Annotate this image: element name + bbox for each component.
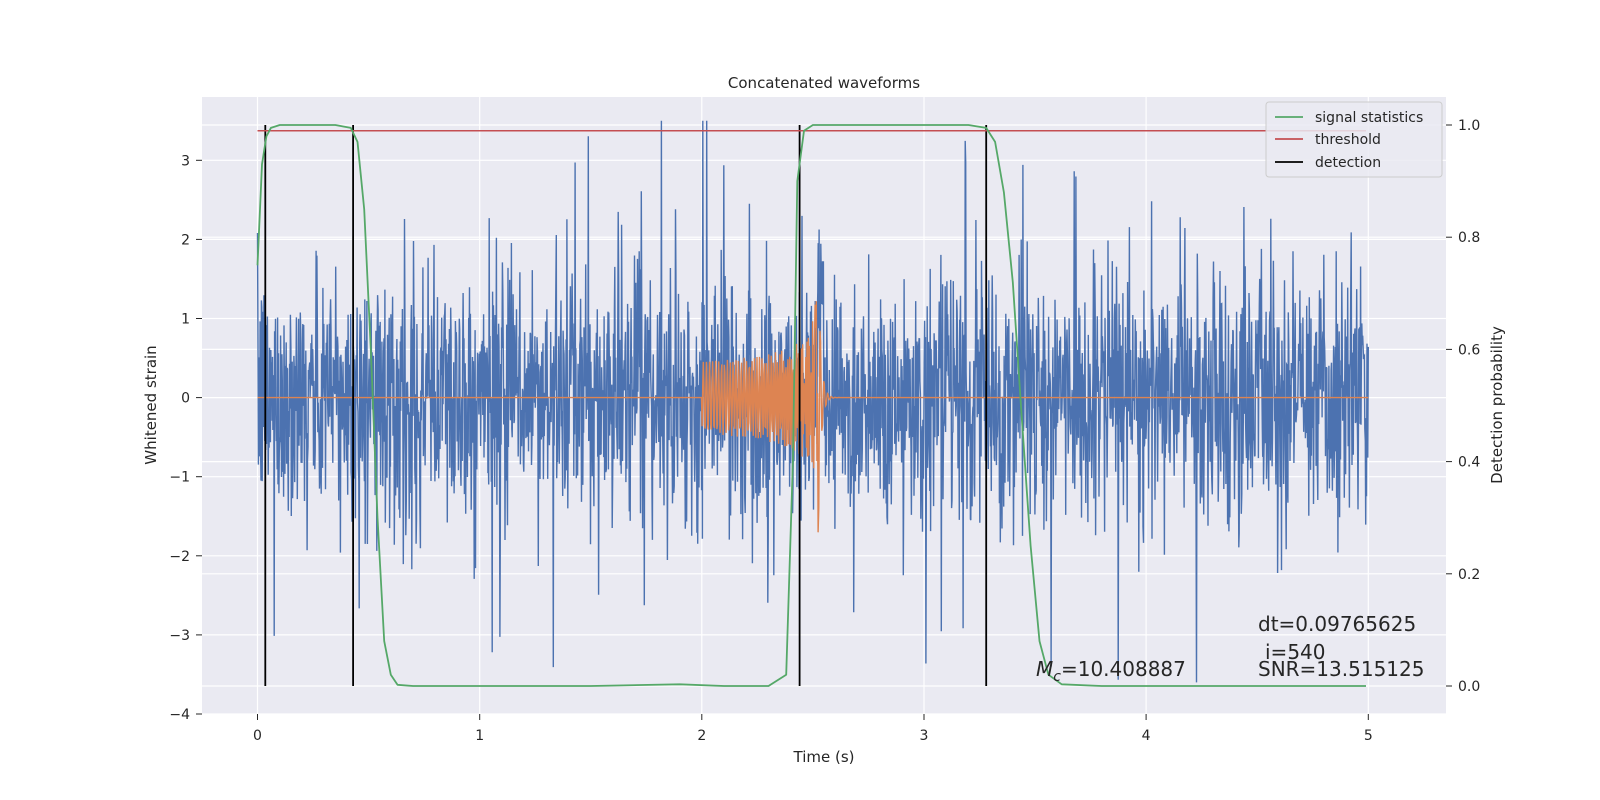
injected-waveform-series xyxy=(257,301,1369,533)
annotation-chirp-mass-symbol: M xyxy=(1036,657,1053,681)
y2-axis-label: Detection probability xyxy=(1488,326,1506,484)
y2-tick-label: 0.8 xyxy=(1458,230,1480,246)
y2-tick-label: 0.0 xyxy=(1458,679,1480,695)
chart-title: Concatenated waveforms xyxy=(728,74,920,92)
y2-axis-ticks: 0.0 0.2 0.4 0.6 0.8 1.0 xyxy=(1446,118,1480,695)
x-axis-ticks: 0 1 2 3 4 5 xyxy=(253,714,1373,744)
y2-tick-label: 0.6 xyxy=(1458,342,1480,358)
y2-tick-label: 0.2 xyxy=(1458,567,1480,583)
y-axis-ticks: −4 −3 −2 −1 0 1 2 3 xyxy=(169,153,202,723)
legend-label-threshold: threshold xyxy=(1315,132,1381,148)
x-tick-label: 3 xyxy=(920,728,929,744)
x-tick-label: 0 xyxy=(253,728,262,744)
y-tick-label: −1 xyxy=(169,470,190,486)
y-tick-label: 0 xyxy=(181,391,190,407)
y-axis-label: Whitened strain xyxy=(142,345,160,464)
legend-label-signal-statistics: signal statistics xyxy=(1315,110,1423,126)
legend-label-detection: detection xyxy=(1315,155,1381,171)
y-tick-label: −4 xyxy=(169,707,190,723)
detection-lines xyxy=(264,125,988,686)
x-tick-label: 1 xyxy=(475,728,484,744)
annotation-dt: dt=0.09765625 xyxy=(1258,612,1416,636)
y-tick-label: −3 xyxy=(169,628,190,644)
x-axis-label: Time (s) xyxy=(793,748,855,766)
y-tick-label: 1 xyxy=(181,312,190,328)
y-tick-label: 3 xyxy=(181,153,190,169)
y2-tick-label: 0.4 xyxy=(1458,455,1480,471)
signal-statistics-line xyxy=(256,124,1366,687)
x-tick-label: 2 xyxy=(697,728,706,744)
annotation-chirp-mass-subscript: c xyxy=(1053,669,1061,685)
y-tick-label: −2 xyxy=(169,549,190,565)
y-tick-label: 2 xyxy=(181,232,190,248)
annotation-snr: SNR=13.515125 xyxy=(1258,657,1424,681)
legend-box xyxy=(1265,101,1443,178)
x-tick-label: 4 xyxy=(1142,728,1151,744)
x-tick-label: 5 xyxy=(1364,728,1373,744)
annotation-chirp-mass-value: =10.408887 xyxy=(1061,657,1186,681)
annotation-index: i=540 xyxy=(1265,640,1326,664)
annotation-chirp-mass: Mc=10.408887 xyxy=(1036,657,1186,685)
legend: signal statistics threshold detection xyxy=(1265,101,1443,178)
y2-tick-label: 1.0 xyxy=(1458,118,1480,134)
